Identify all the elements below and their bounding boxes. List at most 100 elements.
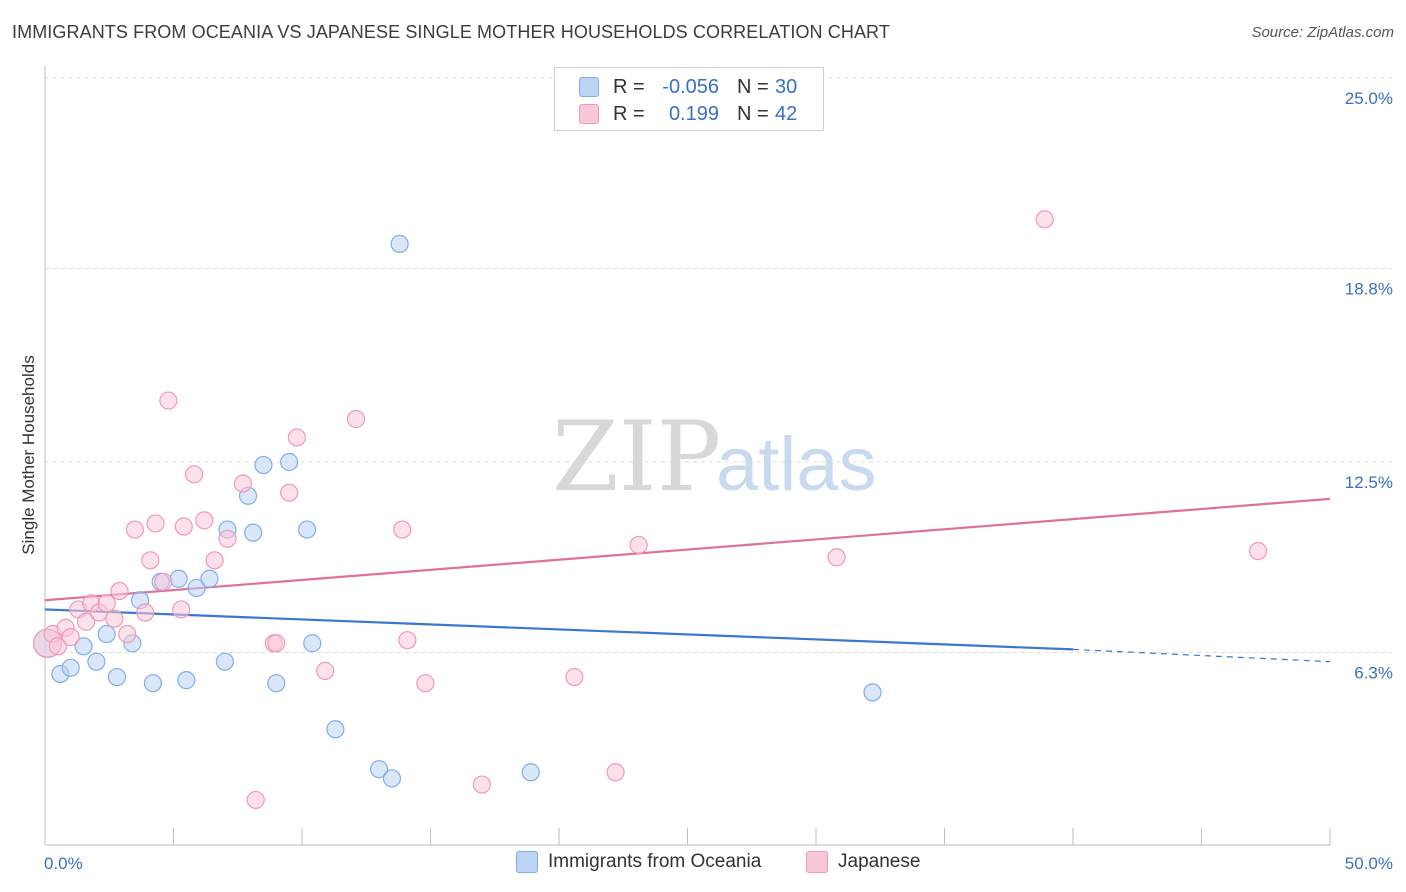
japanese-point (246, 790, 265, 810)
oceania-point (87, 652, 106, 671)
oceania-point (390, 234, 409, 253)
japanese-point (1035, 210, 1054, 229)
oceania-point (267, 674, 286, 693)
legend-row-oceania: R = -0.056 N = 30 (579, 74, 797, 100)
legend-label-oceania: Immigrants from Oceania (548, 851, 762, 872)
n-value-japanese: 42 (775, 102, 798, 125)
y-tick-label: 12.5% (1345, 473, 1393, 492)
series-legend: Immigrants from Oceania Japanese (0, 851, 1406, 879)
oceania-point (200, 569, 219, 588)
y-tick-label: 25.0% (1345, 89, 1393, 108)
oceania-point (187, 578, 206, 598)
japanese-point (61, 628, 80, 647)
correlation-legend: R = -0.056 N = 30 R = 0.199 N = 42 (554, 67, 824, 131)
japanese-point (125, 520, 145, 539)
oceania-point (370, 760, 389, 779)
gridlines (45, 77, 1392, 653)
legend-item-oceania[interactable]: Immigrants from Oceania (516, 851, 761, 873)
legend-swatch-japanese (806, 851, 828, 873)
chart-title: IMMIGRANTS FROM OCEANIA VS JAPANESE SING… (12, 22, 890, 42)
japanese-point (48, 637, 67, 656)
oceania-trend-extension (1072, 648, 1331, 663)
japanese-point (218, 529, 237, 548)
oceania-point (169, 569, 188, 588)
x-tick-label: 50.0% (1345, 854, 1393, 873)
japanese-point (172, 600, 191, 619)
oceania-point (298, 520, 317, 539)
japanese-point (398, 631, 417, 650)
legend-swatch-japanese (579, 104, 599, 124)
oceania-point (326, 720, 345, 739)
japanese-point (472, 775, 491, 794)
axes (44, 66, 1331, 846)
japanese-point (184, 465, 204, 484)
oceania-trend-line (44, 608, 1074, 651)
japanese-point (118, 624, 137, 644)
oceania-point (177, 671, 196, 690)
japanese-point (77, 612, 96, 631)
oceania-point (74, 637, 93, 656)
oceania-point (244, 523, 263, 542)
n-label: N = (737, 75, 769, 98)
oceania-point (863, 683, 882, 702)
japanese-point (1248, 541, 1268, 561)
japanese-point (146, 514, 165, 533)
japanese-point (136, 603, 155, 622)
y-axis-label: Single Mother Households (19, 355, 38, 554)
r-value-oceania: -0.056 (662, 75, 719, 98)
japanese-point (154, 572, 173, 591)
x-tick-label: 0.0% (44, 854, 83, 873)
oceania-point (382, 769, 402, 788)
japanese-point (827, 548, 846, 567)
japanese-point (159, 391, 178, 410)
japanese-point (97, 594, 116, 613)
oceania-point (61, 658, 80, 677)
japanese-point (280, 483, 299, 502)
oceania-point (303, 634, 322, 653)
r-label: R = (613, 75, 645, 98)
watermark-zip: ZIP (552, 401, 721, 513)
oceania-point (254, 455, 273, 475)
japanese-point (267, 634, 286, 653)
y-tick-label: 6.3% (1354, 663, 1393, 682)
japanese-point (316, 661, 335, 680)
y-tick-labels: 6.3% 12.5% 18.8% 25.0% (1345, 89, 1393, 682)
japanese-point (346, 409, 366, 429)
oceania-point (143, 674, 163, 693)
r-value-japanese: 0.199 (668, 102, 719, 125)
japanese-point (606, 763, 625, 782)
japanese-point (174, 517, 193, 536)
oceania-point (215, 652, 234, 671)
r-label: R = (613, 102, 645, 125)
legend-swatch-oceania (516, 851, 538, 873)
japanese-point (205, 551, 224, 570)
japanese-point (287, 428, 306, 447)
oceania-point (521, 763, 540, 782)
data-points (32, 210, 1268, 810)
y-tick-label: 18.8% (1345, 279, 1393, 298)
japanese-point (110, 581, 129, 601)
japanese-point (195, 511, 214, 530)
japanese-point (105, 609, 124, 628)
n-value-oceania: 30 (775, 75, 798, 98)
japanese-point (233, 474, 252, 493)
source-credit: Source: ZipAtlas.com (1251, 24, 1394, 41)
legend-label-japanese: Japanese (838, 851, 921, 872)
japanese-point (629, 535, 648, 555)
x-tick-labels: 0.0% 50.0% (44, 854, 1393, 873)
japanese-point (141, 551, 160, 570)
japanese-point (393, 520, 412, 539)
legend-item-japanese[interactable]: Japanese (806, 851, 920, 873)
trend-lines (44, 497, 1331, 663)
legend-row-japanese: R = 0.199 N = 42 (579, 101, 797, 127)
oceania-point (97, 624, 116, 644)
watermark-atlas: atlas (716, 422, 877, 507)
oceania-point (280, 452, 299, 472)
n-label: N = (737, 102, 769, 125)
japanese-point (565, 667, 584, 687)
japanese-point (416, 674, 435, 693)
oceania-point (107, 667, 127, 687)
legend-swatch-oceania (579, 77, 599, 97)
japanese-trend-line (44, 497, 1331, 602)
